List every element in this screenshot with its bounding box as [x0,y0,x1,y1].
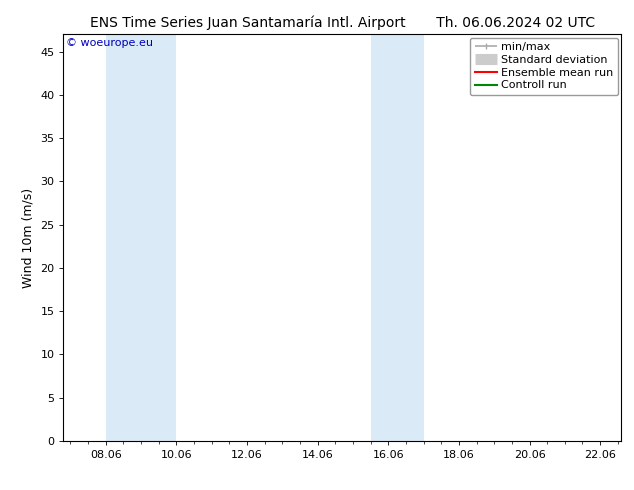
Title: ENS Time Series Juan Santamaría Intl. Airport       Th. 06.06.2024 02 UTC: ENS Time Series Juan Santamaría Intl. Ai… [90,16,595,30]
Bar [371,34,424,441]
Bar [106,34,176,441]
Legend: min/max, Standard deviation, Ensemble mean run, Controll run: min/max, Standard deviation, Ensemble me… [470,38,618,95]
Text: © woeurope.eu: © woeurope.eu [66,38,153,49]
Y-axis label: Wind 10m (m/s): Wind 10m (m/s) [22,188,35,288]
